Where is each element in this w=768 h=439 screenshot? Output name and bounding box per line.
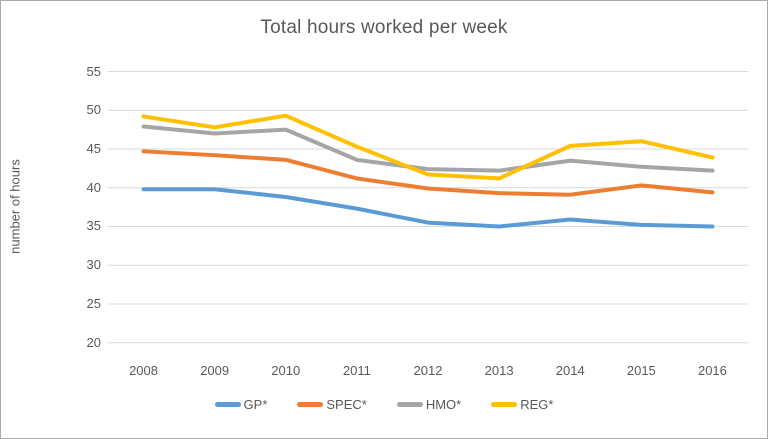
y-tick-label: 45: [86, 140, 101, 156]
x-tick-label: 2008: [129, 363, 158, 378]
chart-legend: GP* SPEC* HMO* REG*: [1, 397, 767, 412]
legend-label: GP*: [243, 397, 268, 412]
x-tick-label: 2009: [200, 363, 230, 378]
x-tick-label: 2013: [484, 363, 514, 378]
legend-item-spec[interactable]: SPEC*: [297, 397, 367, 412]
legend-label: HMO*: [425, 397, 462, 412]
legend-label: SPEC*: [326, 397, 367, 412]
y-tick-label: 25: [86, 295, 101, 311]
y-tick-label: 30: [86, 257, 101, 273]
legend-swatch-icon: [214, 402, 241, 407]
legend-swatch-icon: [297, 402, 324, 407]
legend-item-hmo[interactable]: HMO*: [396, 397, 462, 412]
legend-swatch-icon: [491, 402, 518, 407]
y-tick-label: 40: [86, 179, 101, 195]
legend-swatch-icon: [396, 402, 423, 407]
legend-item-reg[interactable]: REG*: [491, 397, 553, 412]
series-line-spec[interactable]: [141, 149, 715, 197]
y-tick-label: 50: [86, 102, 101, 118]
x-tick-label: 2010: [271, 363, 301, 378]
chart-title: Total hours worked per week: [260, 17, 508, 38]
y-tick-label: 20: [86, 334, 101, 350]
x-tick-label: 2011: [342, 363, 371, 378]
x-tick-label: 2014: [555, 363, 585, 378]
x-tick-label: 2015: [626, 363, 656, 378]
y-tick-label: 55: [86, 63, 101, 79]
series-line-reg[interactable]: [141, 113, 715, 181]
legend-label: REG*: [520, 397, 554, 412]
series-line-gp[interactable]: [141, 187, 715, 229]
y-tick-label: 35: [86, 218, 101, 234]
series-line-hmo[interactable]: [141, 124, 715, 173]
x-tick-label: 2016: [697, 363, 727, 378]
x-tick-label: 2012: [413, 363, 443, 378]
legend-item-gp[interactable]: GP*: [214, 397, 268, 412]
